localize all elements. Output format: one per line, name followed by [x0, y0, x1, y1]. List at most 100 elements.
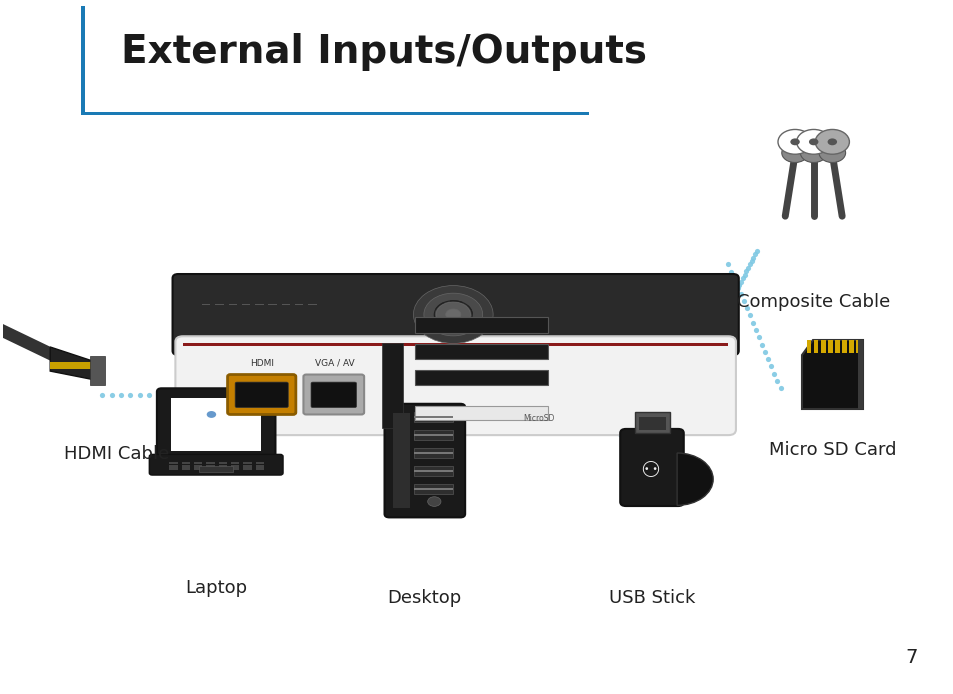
Point — [132, 389, 148, 400]
Point — [512, 407, 527, 418]
Bar — [841, 340, 846, 353]
Point — [736, 269, 751, 280]
Point — [437, 407, 453, 418]
Bar — [268, 304, 276, 305]
Bar — [51, 362, 102, 369]
Point — [729, 280, 744, 291]
Point — [442, 402, 457, 413]
Bar — [255, 462, 264, 464]
FancyBboxPatch shape — [384, 404, 465, 518]
Bar — [414, 488, 453, 490]
Circle shape — [808, 138, 818, 145]
Bar — [231, 462, 239, 464]
Point — [227, 421, 242, 432]
Bar — [218, 468, 227, 470]
Point — [113, 389, 129, 400]
Point — [754, 339, 769, 350]
Point — [233, 414, 249, 425]
Point — [762, 361, 778, 372]
Circle shape — [423, 293, 482, 336]
Circle shape — [826, 138, 836, 145]
FancyBboxPatch shape — [234, 382, 288, 407]
Polygon shape — [51, 347, 102, 382]
Point — [430, 414, 445, 425]
Point — [427, 417, 442, 428]
Bar — [181, 465, 190, 467]
Point — [552, 416, 567, 427]
Text: 7: 7 — [904, 648, 917, 667]
Bar — [308, 304, 316, 305]
Point — [151, 389, 166, 400]
Point — [723, 266, 739, 277]
Point — [444, 399, 459, 410]
Bar — [199, 466, 233, 473]
Bar — [281, 304, 290, 305]
Point — [726, 273, 741, 285]
Bar — [169, 468, 177, 470]
Bar — [414, 448, 453, 458]
Point — [216, 389, 232, 400]
Bar — [856, 340, 861, 353]
Circle shape — [413, 286, 493, 344]
Bar — [857, 340, 862, 409]
Circle shape — [427, 497, 440, 507]
Point — [435, 409, 450, 421]
Point — [725, 290, 740, 301]
Bar — [414, 430, 453, 440]
Point — [719, 303, 734, 314]
Bar — [414, 466, 453, 476]
Wedge shape — [677, 453, 713, 505]
Point — [207, 389, 222, 400]
Point — [717, 307, 732, 318]
Point — [179, 389, 194, 400]
Bar — [827, 340, 832, 353]
Point — [94, 389, 110, 400]
Point — [760, 354, 775, 365]
Point — [197, 389, 213, 400]
Bar — [294, 304, 303, 305]
Bar — [215, 304, 224, 305]
Point — [598, 425, 614, 437]
Circle shape — [778, 130, 811, 154]
Bar — [181, 468, 190, 470]
Bar — [639, 416, 665, 430]
Circle shape — [207, 411, 216, 418]
Bar — [805, 340, 810, 353]
Circle shape — [819, 143, 844, 162]
Point — [226, 389, 241, 400]
Bar — [848, 340, 853, 353]
Text: ⚇: ⚇ — [639, 459, 659, 480]
Point — [744, 317, 760, 328]
Bar — [415, 344, 548, 359]
FancyBboxPatch shape — [619, 429, 683, 506]
Point — [240, 408, 255, 419]
Point — [525, 410, 540, 421]
Point — [741, 259, 757, 270]
Point — [253, 389, 269, 400]
Bar — [218, 462, 227, 464]
Point — [612, 428, 627, 439]
Bar — [81, 112, 588, 115]
Bar — [414, 434, 453, 436]
Circle shape — [436, 302, 470, 327]
Bar — [206, 468, 214, 470]
Text: Laptop: Laptop — [185, 579, 247, 597]
Point — [189, 389, 204, 400]
Text: HDMI: HDMI — [250, 359, 274, 368]
Point — [766, 369, 781, 380]
Point — [450, 394, 465, 405]
Point — [538, 413, 554, 424]
Bar — [171, 398, 261, 451]
Point — [757, 346, 772, 357]
Point — [455, 389, 470, 400]
Point — [141, 389, 156, 400]
Point — [772, 383, 787, 394]
Bar — [193, 465, 202, 467]
Point — [253, 396, 268, 407]
Bar — [834, 340, 839, 353]
Point — [419, 425, 435, 436]
Point — [254, 393, 270, 405]
Point — [439, 405, 455, 416]
Point — [244, 389, 259, 400]
FancyBboxPatch shape — [150, 455, 283, 475]
